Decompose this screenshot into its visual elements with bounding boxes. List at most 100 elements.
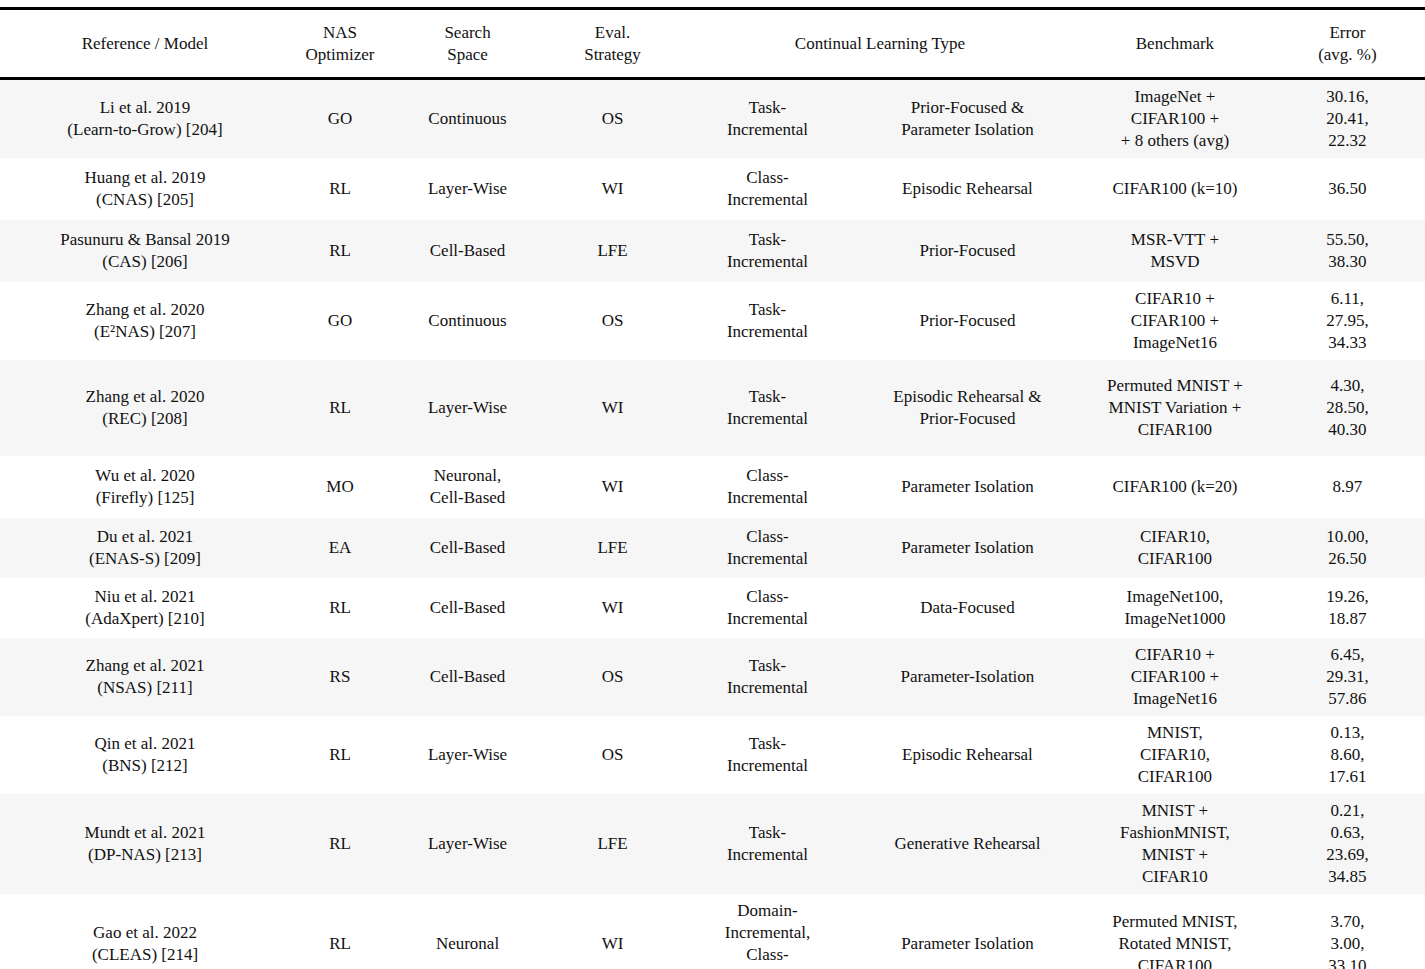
cell-eval-strategy: WI — [545, 158, 680, 220]
table-row: Niu et al. 2021 (AdaXpert) [210] RL Cell… — [0, 578, 1425, 638]
cell-error: 10.00, 26.50 — [1270, 518, 1425, 578]
cell-benchmark: Permuted MNIST, Rotated MNIST, CIFAR100 — [1080, 894, 1270, 969]
cell-benchmark: CIFAR100 (k=10) — [1080, 158, 1270, 220]
cell-benchmark: MNIST + FashionMNIST, MNIST + CIFAR10 — [1080, 794, 1270, 894]
cell-reference: Gao et al. 2022 (CLEAS) [214] — [0, 894, 290, 969]
cell-nas-optimizer: MO — [290, 456, 390, 518]
cell-nas-optimizer: RL — [290, 158, 390, 220]
cell-cl-type-increment: Class- Incremental — [680, 518, 855, 578]
cell-error: 19.26, 18.87 — [1270, 578, 1425, 638]
cell-cl-type-increment: Task- Incremental — [680, 638, 855, 716]
cell-cl-type-increment: Task- Incremental — [680, 360, 855, 456]
cell-nas-optimizer: GO — [290, 282, 390, 360]
cell-nas-optimizer: RS — [290, 638, 390, 716]
cell-benchmark: CIFAR10 + CIFAR100 + ImageNet16 — [1080, 282, 1270, 360]
cell-cl-type-method: Episodic Rehearsal — [855, 158, 1080, 220]
cell-search-space: Layer-Wise — [390, 716, 545, 794]
header-eval-strategy: Eval. Strategy — [545, 10, 680, 77]
cell-reference: Niu et al. 2021 (AdaXpert) [210] — [0, 578, 290, 638]
header-error: Error (avg. %) — [1270, 10, 1425, 77]
cell-cl-type-increment: Class- Incremental — [680, 158, 855, 220]
table-row: Zhang et al. 2021 (NSAS) [211] RS Cell-B… — [0, 638, 1425, 716]
cell-cl-type-method: Parameter Isolation — [855, 894, 1080, 969]
cell-reference: Zhang et al. 2020 (E²NAS) [207] — [0, 282, 290, 360]
cell-reference: Pasunuru & Bansal 2019 (CAS) [206] — [0, 220, 290, 282]
cell-cl-type-method: Episodic Rehearsal — [855, 716, 1080, 794]
cell-error: 3.70, 3.00, 33.10 — [1270, 894, 1425, 969]
cell-cl-type-method: Prior-Focused — [855, 282, 1080, 360]
cell-benchmark: CIFAR100 (k=20) — [1080, 456, 1270, 518]
cell-reference: Mundt et al. 2021 (DP-NAS) [213] — [0, 794, 290, 894]
cell-cl-type-method: Parameter Isolation — [855, 518, 1080, 578]
cell-cl-type-method: Parameter Isolation — [855, 456, 1080, 518]
cell-eval-strategy: LFE — [545, 518, 680, 578]
cell-cl-type-increment: Class- Incremental — [680, 578, 855, 638]
cell-nas-optimizer: GO — [290, 80, 390, 158]
cell-benchmark: ImageNet + CIFAR100 + + 8 others (avg) — [1080, 80, 1270, 158]
cell-search-space: Cell-Based — [390, 518, 545, 578]
cell-eval-strategy: OS — [545, 716, 680, 794]
cell-cl-type-increment: Task- Incremental — [680, 716, 855, 794]
cell-benchmark: CIFAR10, CIFAR100 — [1080, 518, 1270, 578]
cell-error: 8.97 — [1270, 456, 1425, 518]
cell-eval-strategy: WI — [545, 360, 680, 456]
cell-nas-optimizer: RL — [290, 794, 390, 894]
cell-search-space: Continuous — [390, 80, 545, 158]
cell-error: 6.45, 29.31, 57.86 — [1270, 638, 1425, 716]
table-row: Wu et al. 2020 (Firefly) [125] MO Neuron… — [0, 456, 1425, 518]
cell-search-space: Cell-Based — [390, 220, 545, 282]
cell-nas-optimizer: RL — [290, 360, 390, 456]
cell-eval-strategy: OS — [545, 638, 680, 716]
cell-cl-type-method: Episodic Rehearsal & Prior-Focused — [855, 360, 1080, 456]
cell-error: 0.21, 0.63, 23.69, 34.85 — [1270, 794, 1425, 894]
cell-reference: Zhang et al. 2021 (NSAS) [211] — [0, 638, 290, 716]
cell-error: 6.11, 27.95, 34.33 — [1270, 282, 1425, 360]
cell-reference: Du et al. 2021 (ENAS-S) [209] — [0, 518, 290, 578]
cell-nas-optimizer: RL — [290, 578, 390, 638]
cell-error: 0.13, 8.60, 17.61 — [1270, 716, 1425, 794]
cell-nas-optimizer: EA — [290, 518, 390, 578]
cell-search-space: Layer-Wise — [390, 158, 545, 220]
cell-cl-type-increment: Class- Incremental — [680, 456, 855, 518]
cell-eval-strategy: WI — [545, 456, 680, 518]
header-reference-model: Reference / Model — [0, 10, 290, 77]
table-row: Gao et al. 2022 (CLEAS) [214] RL Neurona… — [0, 894, 1425, 969]
table-row: Mundt et al. 2021 (DP-NAS) [213] RL Laye… — [0, 794, 1425, 894]
cell-reference: Zhang et al. 2020 (REC) [208] — [0, 360, 290, 456]
header-nas-optimizer: NAS Optimizer — [290, 10, 390, 77]
table-body: Li et al. 2019 (Learn-to-Grow) [204] GO … — [0, 80, 1425, 969]
table-row: Pasunuru & Bansal 2019 (CAS) [206] RL Ce… — [0, 220, 1425, 282]
table-row: Zhang et al. 2020 (E²NAS) [207] GO Conti… — [0, 282, 1425, 360]
cell-cl-type-increment: Task- Incremental — [680, 80, 855, 158]
cell-benchmark: CIFAR10 + CIFAR100 + ImageNet16 — [1080, 638, 1270, 716]
cell-cl-type-method: Data-Focused — [855, 578, 1080, 638]
cell-eval-strategy: OS — [545, 282, 680, 360]
cell-reference: Li et al. 2019 (Learn-to-Grow) [204] — [0, 80, 290, 158]
cell-error: 55.50, 38.30 — [1270, 220, 1425, 282]
cell-search-space: Neuronal, Cell-Based — [390, 456, 545, 518]
cell-cl-type-method: Parameter-Isolation — [855, 638, 1080, 716]
cell-cl-type-increment: Task- Incremental — [680, 220, 855, 282]
cell-benchmark: MNIST, CIFAR10, CIFAR100 — [1080, 716, 1270, 794]
cell-nas-optimizer: RL — [290, 716, 390, 794]
header-benchmark: Benchmark — [1080, 10, 1270, 77]
header-continual-learning-type: Continual Learning Type — [680, 10, 1080, 77]
cell-search-space: Cell-Based — [390, 578, 545, 638]
header-search-space: Search Space — [390, 10, 545, 77]
cell-search-space: Layer-Wise — [390, 360, 545, 456]
cell-nas-optimizer: RL — [290, 894, 390, 969]
cell-search-space: Neuronal — [390, 894, 545, 969]
table-row: Du et al. 2021 (ENAS-S) [209] EA Cell-Ba… — [0, 518, 1425, 578]
cell-eval-strategy: WI — [545, 578, 680, 638]
cell-error: 4.30, 28.50, 40.30 — [1270, 360, 1425, 456]
cell-search-space: Cell-Based — [390, 638, 545, 716]
cell-cl-type-method: Generative Rehearsal — [855, 794, 1080, 894]
cell-eval-strategy: LFE — [545, 794, 680, 894]
table-row: Huang et al. 2019 (CNAS) [205] RL Layer-… — [0, 158, 1425, 220]
cell-benchmark: ImageNet100, ImageNet1000 — [1080, 578, 1270, 638]
paper-page: Reference / Model NAS Optimizer Search S… — [0, 0, 1425, 969]
cell-search-space: Layer-Wise — [390, 794, 545, 894]
cell-search-space: Continuous — [390, 282, 545, 360]
cell-cl-type-increment: Domain- Incremental, Class- Incremental — [680, 894, 855, 969]
cell-reference: Wu et al. 2020 (Firefly) [125] — [0, 456, 290, 518]
